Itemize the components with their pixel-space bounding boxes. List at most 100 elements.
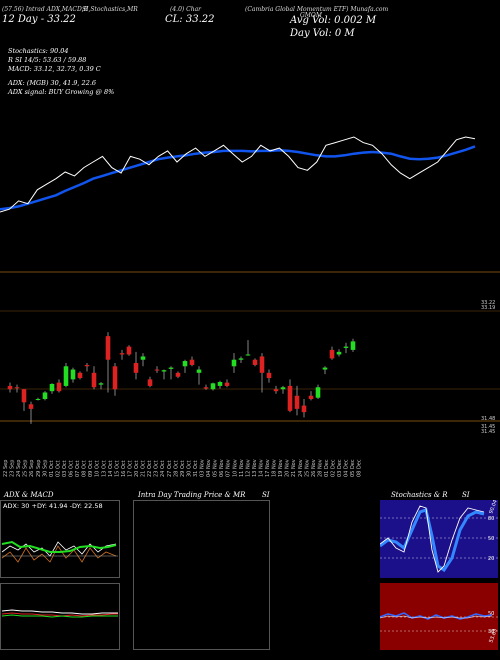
candle-down [14, 387, 20, 389]
stoch-label-50: 50 [488, 536, 494, 542]
date-label: 30 Sep [42, 460, 48, 477]
intraday-panel-title: Intra Day Trading Price & MR [138, 491, 246, 499]
rsi-current-value: 53.63 [488, 628, 498, 644]
price-label-top: 33.22 [481, 300, 495, 306]
date-label: 02 Dec [331, 459, 337, 477]
date-label: 21 Nov [291, 459, 297, 477]
adx-line-orange [1, 545, 117, 563]
stoch-k-line [380, 508, 485, 573]
header-close-price: CL: 33.22 [165, 14, 215, 25]
date-label: 03 Oct [62, 460, 68, 477]
rsi-label-30: 30 [488, 629, 494, 635]
candle-up [168, 367, 174, 369]
header-indicators-label: (57.56) Intrad ADX,MACD,B [2, 6, 88, 13]
candle-up [196, 369, 202, 373]
candle-down [56, 382, 62, 392]
candle-up [49, 383, 55, 392]
date-label: 03 Nov [200, 459, 206, 477]
date-label: 20 Nov [285, 459, 291, 477]
date-label: 26 Nov [311, 459, 317, 477]
intraday-panel-frame [133, 500, 270, 650]
candle-up [42, 392, 48, 400]
header-chart-label: (4.0) Char [170, 6, 202, 13]
candle-down [203, 387, 209, 389]
adx-panel-title: ADX & MACD [4, 491, 54, 499]
candle-up [35, 399, 41, 401]
candle-down [266, 372, 272, 379]
date-label: 04 Nov [206, 459, 212, 477]
candle-down [105, 336, 111, 360]
adx-line-white [1, 541, 117, 557]
adx-values-text: ADX: 30 +DY: 41.94 -DY: 22.58 [3, 502, 103, 510]
date-label: 08 Dec [357, 459, 363, 477]
date-label: 28 Nov [317, 459, 323, 477]
date-label: 12 Nov [245, 459, 251, 477]
date-label: 03 Dec [337, 459, 343, 477]
candle-up [182, 361, 188, 367]
intraday-panel [133, 500, 270, 650]
date-label: 16 Oct [121, 460, 127, 477]
rsi-signal-line [380, 615, 493, 619]
adx-panel-frame [0, 500, 120, 578]
candle-up [315, 387, 321, 398]
macd-histogram-line [1, 614, 118, 618]
candle-down [287, 385, 293, 411]
info-macd: MACD: 33.12, 32.73, 0.39 C [8, 65, 101, 73]
date-label: 25 Nov [304, 459, 310, 477]
stoch-d-line [380, 505, 485, 573]
candle-up [161, 370, 167, 372]
main-price-chart: 33.22 33.19 31.48 31.45 31.45 22 Sep 23 S… [0, 136, 500, 477]
candle-down [91, 372, 97, 388]
candle-up [70, 369, 76, 380]
candle-up [343, 346, 349, 348]
rsi-label-50: 50 [488, 611, 494, 617]
candle-down [329, 349, 335, 359]
date-label: 01 Oct [49, 460, 55, 477]
candle-down [259, 356, 265, 373]
candle-down [308, 395, 314, 400]
candle-down [175, 372, 181, 377]
candle-down [21, 389, 27, 403]
candle-up [210, 383, 216, 390]
date-label: 27 Oct [167, 460, 173, 477]
candle-down [28, 404, 34, 409]
price-label-bottom-2: 31.45 [481, 424, 495, 430]
candle-up [238, 358, 244, 360]
adx-panel: ADX: 30 +DY: 41.94 -DY: 22.58 [0, 500, 120, 578]
candle-up [350, 341, 356, 350]
date-label: 21 Oct [141, 460, 147, 477]
candle-down [294, 395, 300, 409]
candle-down [84, 364, 90, 367]
candle-down [77, 372, 83, 379]
date-label: 29 Sep [36, 460, 42, 477]
header-symbol-line: (Cambria Global Momentum ETF) Munafa.com [245, 6, 389, 13]
date-label: 14 Nov [258, 459, 264, 477]
candle-up [98, 383, 104, 385]
intraday-panel-title-si: SI [262, 491, 270, 499]
candle-up [322, 367, 328, 370]
date-label: 13 Oct [101, 460, 107, 477]
date-label: 22 Sep [3, 460, 9, 477]
macd-panel [0, 583, 120, 650]
candle-down [301, 405, 307, 413]
date-label: 24 Nov [298, 459, 304, 477]
candle-up [217, 382, 223, 386]
date-label: 20 Oct [134, 460, 140, 477]
candle-down [273, 389, 279, 392]
date-label: 30 Oct [186, 460, 192, 477]
date-label: 13 Nov [252, 459, 258, 477]
header-symbol-tag: GMOM [300, 12, 322, 19]
candle-down [112, 366, 118, 390]
header-day-vol: Day Vol: 0 M [290, 28, 355, 39]
price-label-top-2: 33.19 [481, 305, 495, 311]
info-rsi: R SI 14/5: 53.63 / 59.88 [8, 56, 87, 64]
candle-down [126, 346, 132, 355]
date-label: 24 Sep [16, 460, 22, 477]
candle-up [336, 351, 342, 355]
price-line [0, 136, 476, 213]
date-label: 08 Oct [82, 460, 88, 477]
candle-down [154, 369, 160, 371]
candle-up [280, 387, 286, 390]
date-label: 02 Oct [55, 460, 61, 477]
date-label: 31 Oct [193, 460, 199, 477]
